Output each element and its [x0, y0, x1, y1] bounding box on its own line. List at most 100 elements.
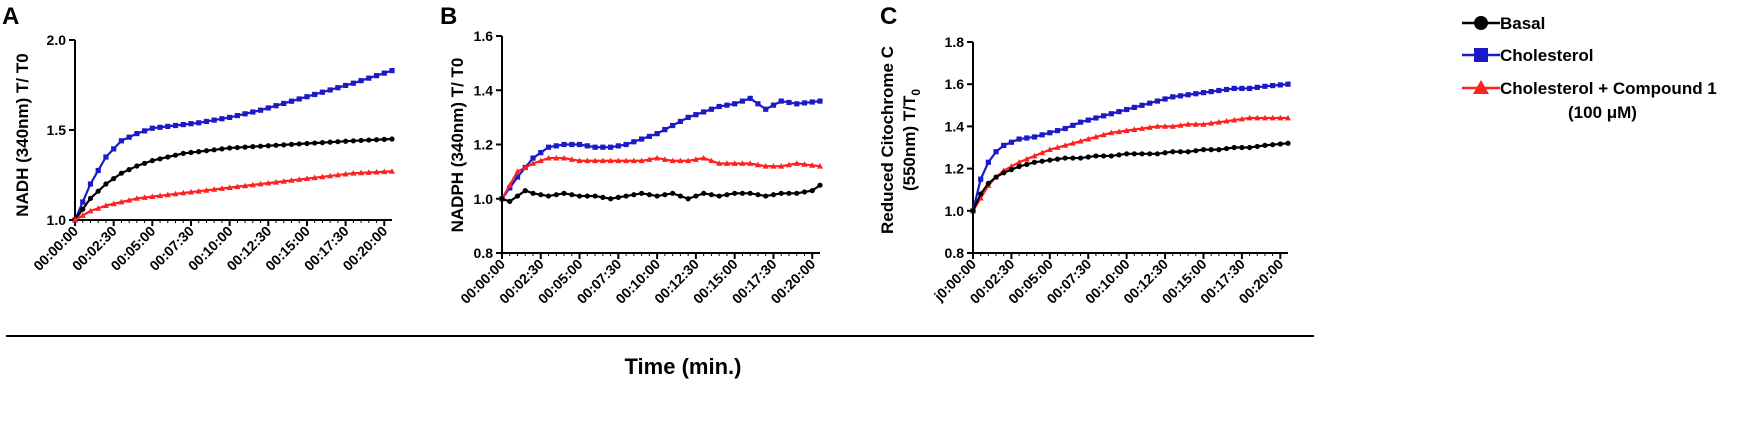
legend-cholesterol-marker	[1474, 48, 1488, 62]
point-cholesterol-compound-1-b	[723, 160, 730, 166]
point-cholesterol-c	[1108, 111, 1114, 117]
y-axis-label-c-line2: (550nm) T/T0	[900, 89, 923, 191]
legend-compound-sublabel: (100 μM)	[1568, 103, 1637, 122]
point-basal-c	[1139, 151, 1145, 157]
point-cholesterol-compound-1-c	[1077, 137, 1084, 144]
point-cholesterol-compound-1-b	[770, 163, 777, 169]
point-basal-c	[1077, 155, 1084, 161]
point-cholesterol-b	[701, 109, 707, 115]
point-basal-b	[646, 192, 652, 198]
point-cholesterol-b	[631, 139, 637, 145]
point-basal-b	[817, 182, 823, 188]
point-cholesterol-b	[662, 126, 668, 133]
point-basal-c	[1031, 159, 1038, 165]
series-line-basal-c	[971, 142, 1289, 212]
point-cholesterol-compound-1-b	[545, 154, 552, 161]
point-cholesterol-compound-1-c	[1108, 129, 1115, 136]
series-line-cholesterol-a	[73, 69, 393, 221]
point-cholesterol-c	[1039, 132, 1045, 138]
y-axis-label-c-subscript: 0	[909, 89, 923, 96]
point-cholesterol-compound-1-a	[288, 177, 295, 183]
point-basal-a	[203, 148, 210, 154]
point-cholesterol-a	[180, 122, 186, 128]
point-basal-c	[1024, 161, 1030, 167]
point-cholesterol-a	[87, 181, 94, 187]
point-cholesterol-a	[257, 107, 264, 113]
point-cholesterol-c	[1231, 85, 1237, 92]
point-basal-b	[654, 193, 660, 199]
point-cholesterol-a	[149, 125, 155, 131]
point-basal-b	[778, 190, 784, 196]
point-cholesterol-b	[716, 103, 722, 110]
point-cholesterol-compound-1-c	[1169, 123, 1176, 129]
point-cholesterol-compound-1-a	[242, 182, 249, 189]
y-tick-label-a: 1.5	[47, 122, 67, 138]
point-cholesterol-compound-1-c	[1277, 114, 1284, 121]
point-cholesterol-compound-1-a	[249, 181, 256, 188]
y-tick-label-c: 1.0	[945, 203, 965, 219]
point-basal-a	[111, 176, 117, 182]
point-basal-b	[561, 190, 567, 196]
point-cholesterol-compound-1-a	[257, 180, 264, 187]
point-cholesterol-a	[273, 103, 279, 109]
point-cholesterol-compound-1-c	[1131, 126, 1138, 132]
y-axis-label-a: NADH (340nm) T/ T0	[13, 53, 32, 216]
point-cholesterol-c	[1277, 82, 1283, 88]
point-cholesterol-compound-1-b	[553, 154, 560, 161]
point-cholesterol-compound-1-b	[530, 160, 537, 166]
point-basal-b	[794, 190, 800, 196]
point-basal-c	[1154, 151, 1160, 157]
point-basal-a	[180, 150, 186, 156]
point-cholesterol-a	[157, 124, 163, 130]
point-basal-c	[1170, 149, 1176, 155]
point-cholesterol-a	[288, 98, 295, 104]
legend-cholesterol-label: Cholesterol	[1500, 46, 1594, 65]
point-cholesterol-compound-1-b	[514, 168, 521, 175]
y-tick-label-c: 1.6	[945, 76, 965, 92]
point-cholesterol-compound-1-c	[1146, 124, 1153, 130]
point-basal-a	[234, 144, 240, 151]
point-basal-c	[1108, 153, 1114, 159]
point-cholesterol-b	[553, 143, 559, 149]
point-cholesterol-c	[985, 159, 991, 165]
point-cholesterol-c	[1062, 125, 1068, 132]
point-basal-c	[1162, 150, 1168, 156]
series-line-cholesterol-compound-1-a	[74, 170, 393, 221]
point-cholesterol-compound-1-b	[685, 157, 692, 164]
point-cholesterol-b	[584, 143, 590, 149]
point-basal-b	[708, 192, 715, 198]
point-cholesterol-c	[1047, 130, 1053, 136]
point-cholesterol-c	[1193, 91, 1199, 97]
point-basal-a	[134, 163, 140, 169]
point-basal-c	[1185, 149, 1191, 155]
point-basal-b	[739, 190, 746, 196]
point-cholesterol-c	[1077, 119, 1084, 125]
point-cholesterol-b	[569, 141, 575, 148]
point-cholesterol-a	[80, 199, 86, 205]
y-tick-label-b: 1.0	[474, 191, 494, 207]
point-cholesterol-compound-1-b	[669, 157, 676, 164]
point-basal-a	[211, 147, 217, 153]
point-cholesterol-a	[134, 131, 140, 137]
point-cholesterol-b	[794, 101, 800, 107]
point-cholesterol-compound-1-c	[1246, 114, 1253, 121]
point-basal-c	[1223, 145, 1230, 152]
point-cholesterol-c	[1139, 102, 1145, 108]
point-cholesterol-c	[1070, 122, 1076, 128]
point-cholesterol-compound-1-a	[187, 188, 194, 195]
point-basal-b	[786, 190, 792, 196]
point-cholesterol-compound-1-b	[537, 157, 544, 164]
point-basal-c	[993, 174, 999, 180]
point-cholesterol-compound-1-c	[1162, 123, 1169, 129]
point-cholesterol-compound-1-b	[661, 156, 668, 162]
point-cholesterol-a	[335, 85, 341, 91]
point-cholesterol-b	[538, 150, 544, 156]
point-basal-b	[514, 193, 521, 199]
point-basal-b	[530, 190, 536, 196]
point-basal-a	[327, 139, 333, 145]
point-cholesterol-compound-1-b	[778, 163, 785, 169]
point-basal-a	[319, 140, 326, 146]
point-cholesterol-a	[141, 128, 148, 134]
point-basal-c	[1270, 142, 1276, 148]
